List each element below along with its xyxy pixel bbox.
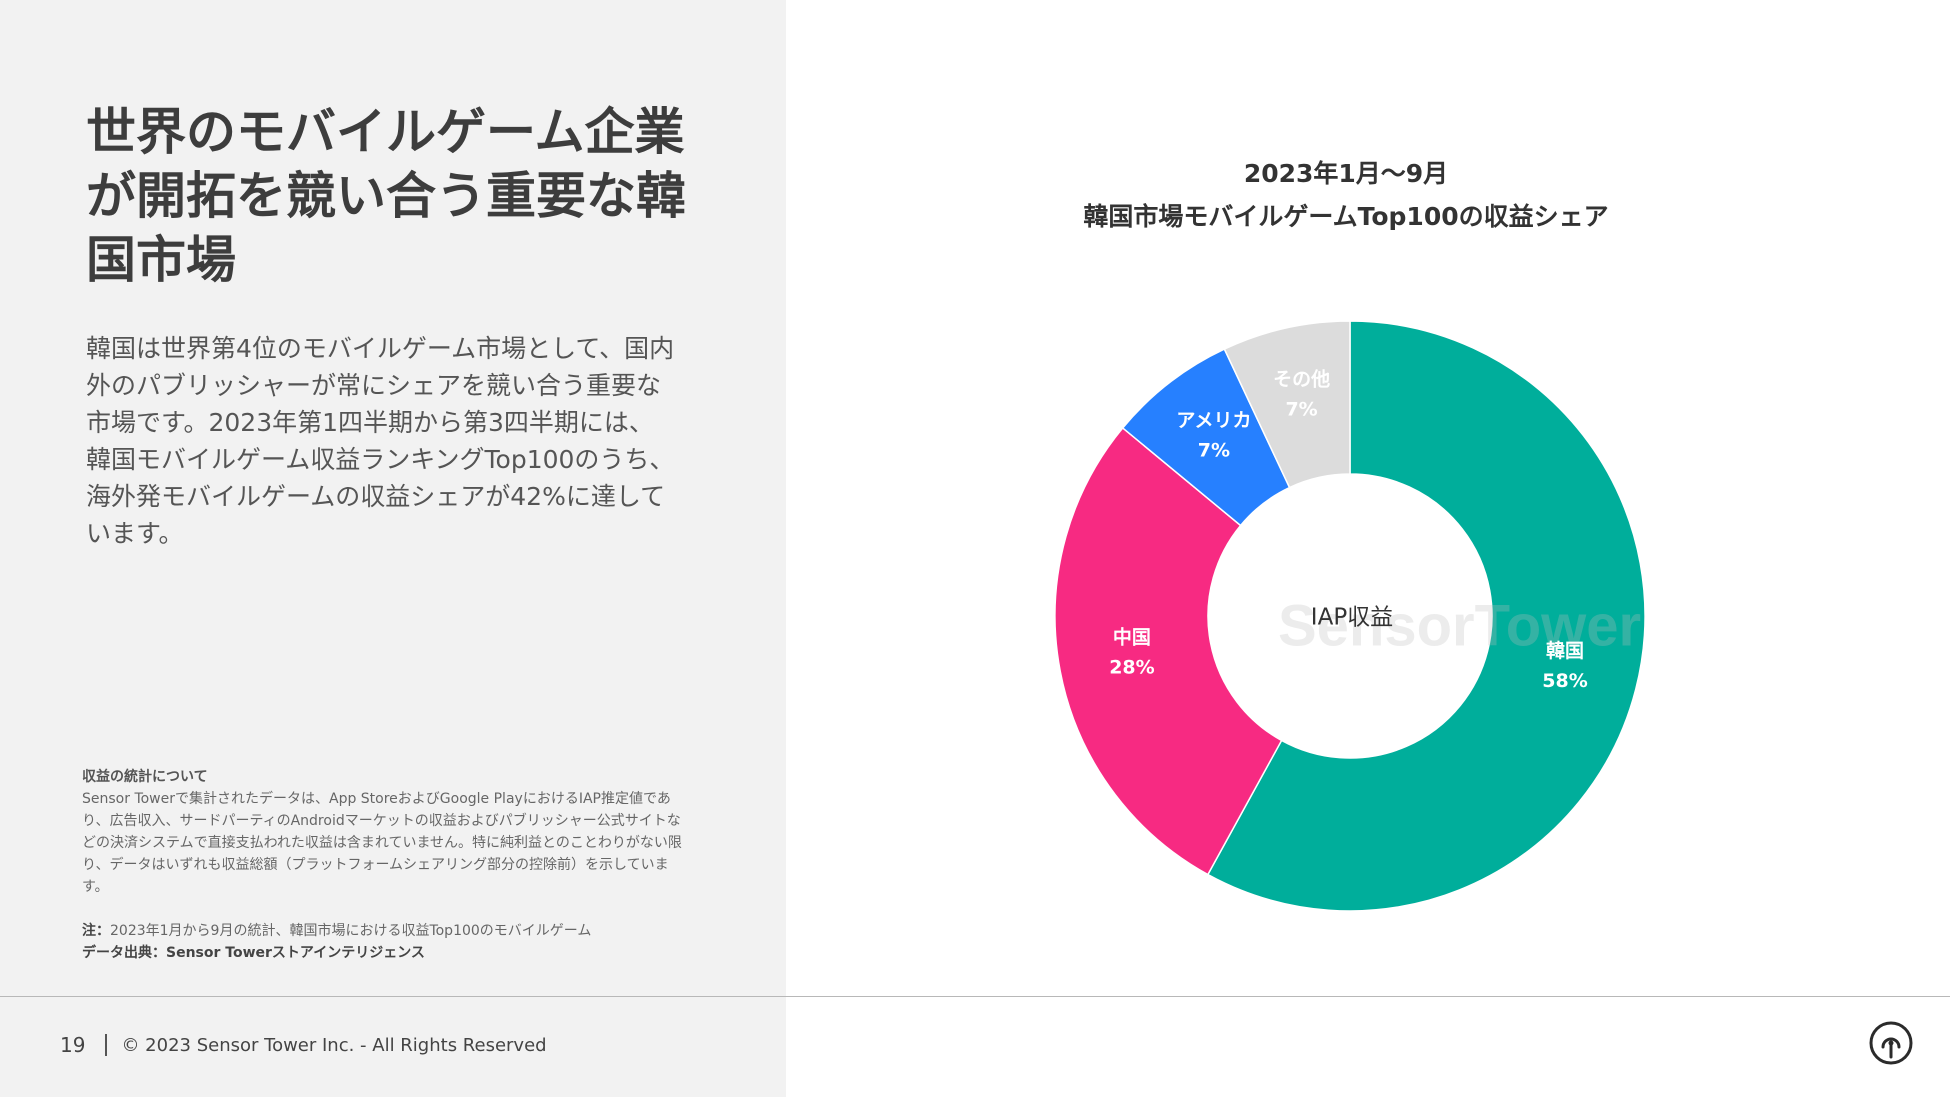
donut-slice-3 <box>1223 320 1351 489</box>
chart-title-line1: 2023年1月〜9月 <box>1243 159 1449 188</box>
donut-center-label: IAP収益 <box>1311 605 1393 631</box>
notes-section: 収益の統計について Sensor Towerで集計されたデータは、App Sto… <box>82 766 682 964</box>
notes-text: Sensor Towerで集計されたデータは、App StoreおよびGoogl… <box>82 791 682 895</box>
body-paragraph: 韓国は世界第4位のモバイルゲーム市場として、国内外のパブリッシャーが常にシェアを… <box>86 334 675 548</box>
footer: 19 © 2023 Sensor Tower Inc. - All Rights… <box>60 1030 547 1060</box>
chart-title: 2023年1月〜9月 韓国市場モバイルゲームTop100の収益シェア <box>1046 152 1646 238</box>
slice-label-1: 中国 <box>1113 626 1151 649</box>
footer-separator <box>105 1034 108 1056</box>
donut-chart: SensorTower IAP収益 韓国 58% 中国 28% アメリカ 7% その他 7% <box>1054 320 1646 912</box>
watermark: SensorTower <box>1278 593 1641 658</box>
chart-title-line2: 韓国市場モバイルゲームTop100の収益シェア <box>1083 202 1609 231</box>
page-number: 19 <box>60 1033 86 1057</box>
left-panel: 世界のモバイルゲーム企業が開拓を競い合う重要な韓国市場 韓国は世界第4位のモバイ… <box>0 0 786 1097</box>
slice-label-3: その他 <box>1273 367 1330 390</box>
slice-value-label-1: 28% <box>1109 657 1154 679</box>
copyright-text: © 2023 Sensor Tower Inc. - All Rights Re… <box>121 1034 547 1056</box>
sensor-tower-logo-icon <box>1869 1021 1913 1065</box>
slice-value-label-3: 7% <box>1285 398 1317 420</box>
slice-label-2: アメリカ <box>1176 410 1251 432</box>
notes-title: 収益の統計について <box>82 769 208 785</box>
page-headline: 世界のモバイルゲーム企業が開拓を競い合う重要な韓国市場 <box>86 103 686 289</box>
data-source: データ出典：Sensor Towerストアインテリジェンス <box>82 945 425 961</box>
footer-divider <box>0 996 1950 997</box>
slice-label-0: 韓国 <box>1546 639 1584 662</box>
slice-value-label-0: 58% <box>1542 670 1587 692</box>
donut-slice-0 <box>1206 320 1646 912</box>
slice-value-label-2: 7% <box>1198 440 1230 462</box>
donut-slice-1 <box>1054 426 1283 876</box>
note-label: 注： <box>82 923 110 939</box>
note-text: 2023年1月から9月の統計、韓国市場における収益Top100のモバイルゲーム <box>110 923 592 939</box>
note-line: 注：2023年1月から9月の統計、韓国市場における収益Top100のモバイルゲー… <box>82 920 682 942</box>
